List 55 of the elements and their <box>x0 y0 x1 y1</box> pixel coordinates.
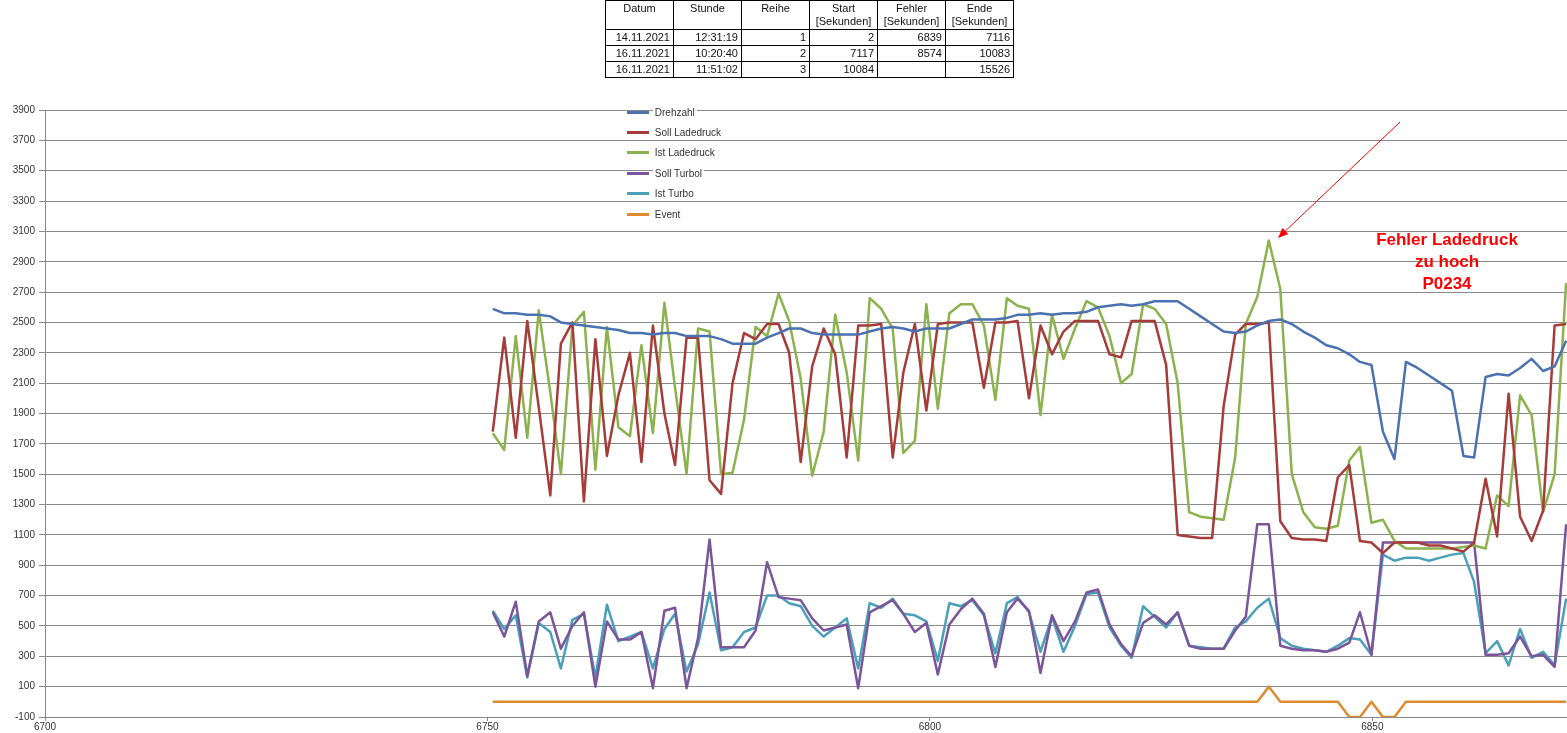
text: 10:20:40 <box>674 46 742 62</box>
y-tick-label: 2700 <box>12 285 36 297</box>
x-tick-label: 6700 <box>33 720 57 732</box>
text: 11:51:02 <box>674 62 742 78</box>
legend-label: Event <box>652 208 683 220</box>
y-tick-label: 500 <box>18 619 36 631</box>
text: 2 <box>742 46 810 62</box>
y-tick-label: 2500 <box>12 316 36 328</box>
y-tick-label: 2900 <box>12 255 36 267</box>
text: 1 <box>742 30 810 46</box>
text: 2 <box>810 30 878 46</box>
text: 10083 <box>946 46 1014 62</box>
annotation: Fehler Ladedruck zu hoch P0234 <box>1376 229 1519 293</box>
y-tick-label: 3300 <box>12 194 36 206</box>
y-tick-label: 100 <box>18 680 36 692</box>
legend-label: Ist Ladedruck <box>652 147 717 159</box>
text: 14.11.2021 <box>606 30 674 46</box>
text: 7117 <box>810 46 878 62</box>
y-tick-label: 1900 <box>12 407 36 419</box>
text: 12:31:19 <box>674 30 742 46</box>
legend-label: Ist Turbo <box>652 188 696 200</box>
y-tick-label: 3700 <box>12 134 36 146</box>
text: 16.11.2021 <box>606 62 674 78</box>
text: 10084 <box>810 62 878 78</box>
text: 7116 <box>946 30 1014 46</box>
x-tick-label: 6750 <box>476 720 499 732</box>
x-tick-label: 6800 <box>918 720 942 732</box>
y-tick-label: 1300 <box>12 498 36 510</box>
text: Fehler [Sekunden] <box>878 1 946 30</box>
y-tick-label: 1100 <box>13 528 36 540</box>
legend-label: Drehzahl <box>652 106 697 118</box>
y-tick-label: 700 <box>18 589 36 601</box>
x-tick-label: 6850 <box>1361 720 1384 732</box>
text: 6839 <box>878 30 946 46</box>
text: Start [Sekunden] <box>810 1 878 30</box>
legend-label: Soll Turbol <box>652 167 705 179</box>
text: Stunde <box>674 1 742 30</box>
y-tick-label: 1500 <box>12 467 36 479</box>
text: Reihe <box>742 1 810 30</box>
text: Datum <box>606 1 674 30</box>
text: 3 <box>742 62 810 78</box>
text: Ende [Sekunden] <box>946 1 1014 30</box>
y-tick-label: 3100 <box>12 225 36 237</box>
y-tick-label: -100 <box>14 710 36 722</box>
text: 16.11.2021 <box>606 46 674 62</box>
legend-label: Soll Ladedruck <box>652 127 723 139</box>
y-tick-label: 2300 <box>12 346 36 358</box>
y-tick-label: 2100 <box>12 376 36 388</box>
y-tick-label: 3900 <box>12 103 36 115</box>
y-tick-label: 3500 <box>12 164 36 176</box>
y-tick-label: 300 <box>18 650 36 662</box>
text: 15526 <box>946 62 1014 78</box>
y-tick-label: 1700 <box>12 437 36 449</box>
text: 8574 <box>878 46 946 62</box>
y-tick-label: 900 <box>18 559 36 570</box>
